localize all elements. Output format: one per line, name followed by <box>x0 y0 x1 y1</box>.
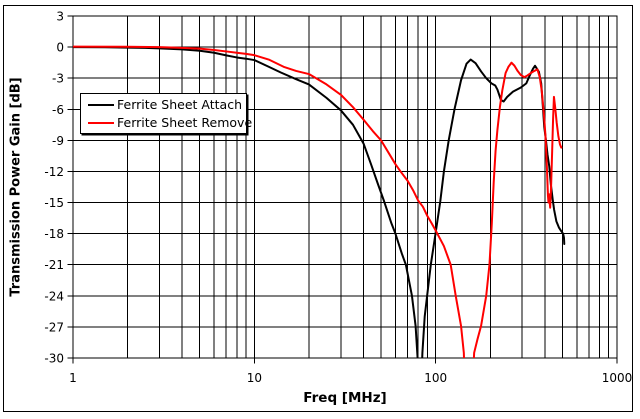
legend-line-swatch-red <box>88 121 114 124</box>
svg-text:-18: -18 <box>44 227 64 241</box>
svg-text:100: 100 <box>424 371 447 385</box>
svg-text:0: 0 <box>56 41 64 55</box>
svg-text:-21: -21 <box>44 258 64 272</box>
svg-text:-24: -24 <box>44 289 64 303</box>
svg-text:10: 10 <box>247 371 262 385</box>
svg-text:3: 3 <box>56 10 64 24</box>
y-axis-title: Transmission Power Gain [dB] <box>8 77 24 297</box>
svg-text:1: 1 <box>69 371 77 385</box>
legend: Ferrite Sheet Attach Ferrite Sheet Remov… <box>80 93 252 134</box>
svg-text:-27: -27 <box>44 320 64 334</box>
svg-text:-30: -30 <box>44 352 64 366</box>
svg-text:-15: -15 <box>44 196 64 210</box>
legend-line-swatch-black <box>88 103 114 106</box>
legend-item-attach: Ferrite Sheet Attach <box>88 97 246 112</box>
x-axis-title: Freq [MHz] <box>303 390 387 406</box>
svg-text:1000: 1000 <box>602 371 633 385</box>
svg-text:-9: -9 <box>52 134 64 148</box>
legend-label-remove: Ferrite Sheet Remove <box>117 115 253 130</box>
legend-label-attach: Ferrite Sheet Attach <box>117 97 242 112</box>
svg-text:-6: -6 <box>52 103 64 117</box>
chart-outer-border <box>3 5 633 412</box>
legend-item-remove: Ferrite Sheet Remove <box>88 115 252 130</box>
svg-text:-3: -3 <box>52 72 64 86</box>
svg-text:-12: -12 <box>44 165 64 179</box>
series-line-ferrite-sheet-remove <box>73 45 563 358</box>
